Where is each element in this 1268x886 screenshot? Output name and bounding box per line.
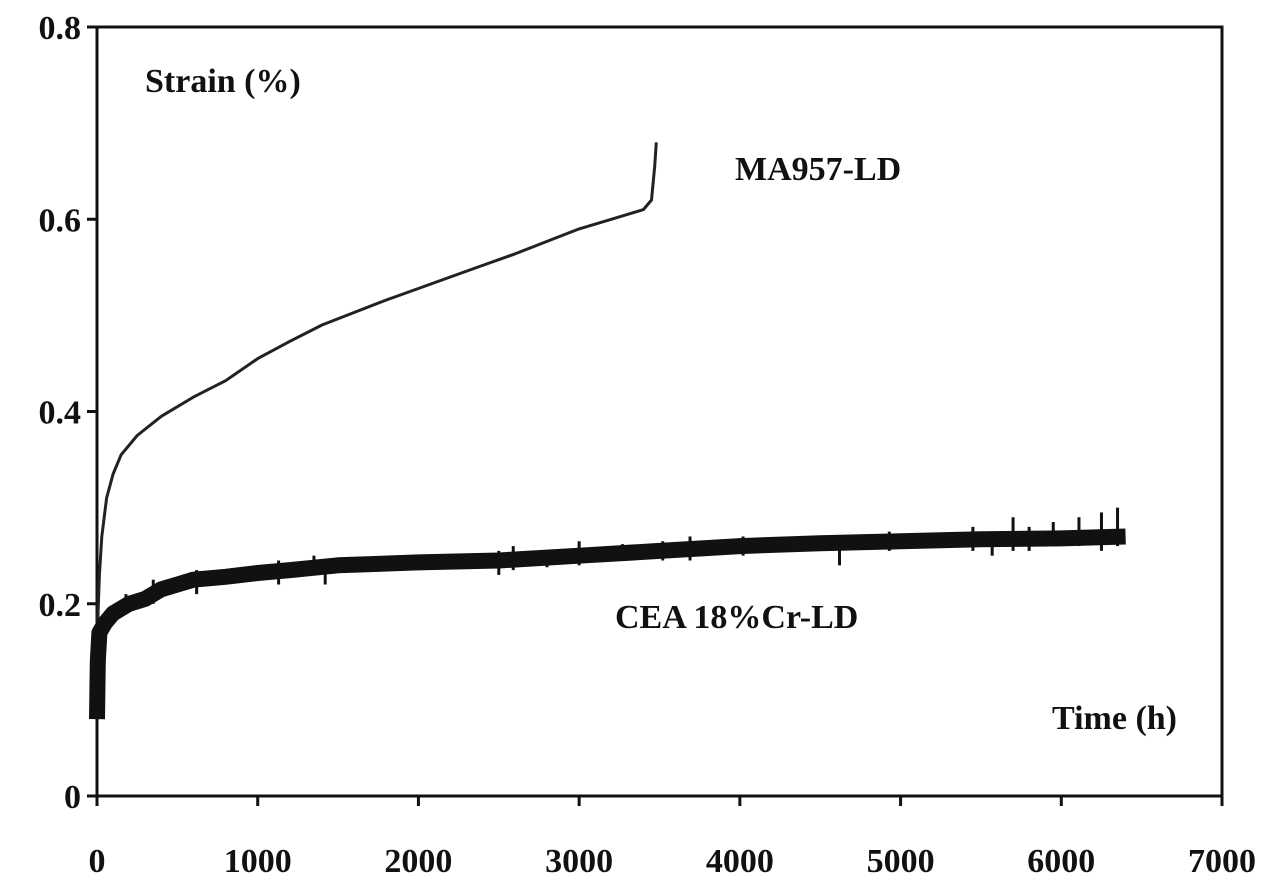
y-axis-label: Strain (%) (145, 63, 301, 100)
x-tick-label: 2000 (384, 843, 452, 880)
x-tick-label: 0 (89, 843, 106, 880)
x-axis-label: Time (h) (1052, 700, 1177, 737)
series-ma957-line (95, 142, 658, 643)
annotations: Strain (%) MA957-LD CEA 18%Cr-LD Time (h… (145, 63, 1177, 737)
x-tick-label: 3000 (545, 843, 613, 880)
x-tick-label: 6000 (1027, 843, 1095, 880)
y-tick-label: 0.2 (39, 587, 82, 624)
x-tick-label: 4000 (706, 843, 774, 880)
x-tick-label: 5000 (867, 843, 935, 880)
series-layer (89, 142, 1126, 720)
y-tick-label: 0.8 (39, 10, 82, 47)
y-tick-label: 0.4 (39, 395, 82, 432)
series-cea-start (95, 632, 102, 720)
series-label-ma957: MA957-LD (735, 151, 901, 188)
y-tick-label: 0 (64, 779, 81, 816)
y-tick-label: 0.6 (39, 202, 82, 239)
x-tick-label: 1000 (224, 843, 292, 880)
axes: 0 1000 2000 3000 4000 5000 6000 7000 0 0.2 0.4 0.6 0… (39, 10, 1257, 880)
series-label-cea: CEA 18%Cr-LD (615, 599, 858, 636)
series-cea-line (89, 528, 1126, 720)
plot-frame (95, 25, 1224, 798)
x-tick-label: 7000 (1188, 843, 1256, 880)
